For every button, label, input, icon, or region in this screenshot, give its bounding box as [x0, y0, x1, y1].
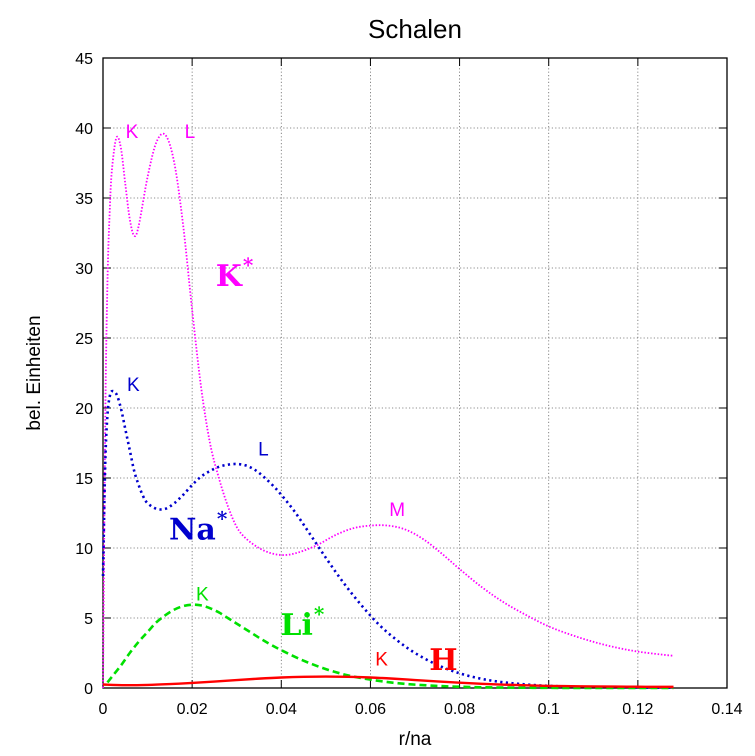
x-tick-label: 0.02: [177, 701, 208, 718]
x-tick-label: 0.06: [355, 701, 386, 718]
x-tick-label: 0.04: [266, 701, 297, 718]
y-tick-label: 0: [84, 681, 93, 698]
y-tick-label: 5: [84, 611, 93, 628]
element-label-superscript: *: [314, 602, 325, 626]
x-tick-label: 0.1: [538, 701, 560, 718]
element-label-superscript: *: [217, 507, 228, 531]
y-tick-label: 10: [75, 541, 93, 558]
x-tick-label: 0.08: [444, 701, 475, 718]
shell-label: K: [375, 650, 388, 671]
x-axis-label: r/na: [399, 729, 432, 750]
shell-label: K: [127, 375, 140, 396]
shell-label: K: [196, 585, 209, 606]
y-axis-label: bel. Einheiten: [24, 315, 45, 430]
x-tick-label: 0.12: [622, 701, 653, 718]
shell-label: L: [185, 122, 196, 143]
element-label: Na: [169, 513, 216, 548]
y-tick-label: 20: [75, 401, 93, 418]
shell-label: L: [258, 440, 269, 461]
x-tick-label: 0.14: [711, 701, 742, 718]
y-tick-label: 25: [75, 331, 93, 348]
element-label: K: [216, 259, 243, 294]
y-tick-label: 45: [75, 51, 93, 68]
shell-label: K: [126, 122, 139, 143]
x-tick-label: 0: [99, 701, 108, 718]
element-label: Li: [280, 608, 313, 643]
y-tick-label: 30: [75, 261, 93, 278]
chart-title: Schalen: [368, 14, 462, 44]
element-label-superscript: *: [243, 253, 254, 277]
y-tick-label: 40: [75, 121, 93, 138]
element-label: H: [429, 643, 457, 678]
y-tick-label: 35: [75, 191, 93, 208]
series-layer: [103, 134, 674, 688]
y-tick-label: 15: [75, 471, 93, 488]
shell-label: M: [389, 500, 405, 521]
